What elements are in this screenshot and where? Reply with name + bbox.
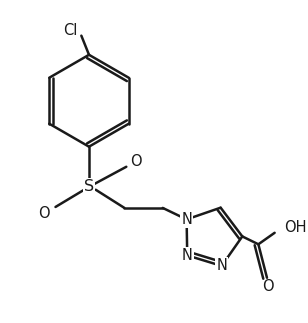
Text: Cl: Cl — [63, 23, 77, 38]
Text: N: N — [181, 212, 192, 227]
Text: N: N — [182, 248, 193, 263]
Text: OH: OH — [284, 220, 307, 234]
Text: O: O — [262, 279, 274, 294]
Text: S: S — [84, 179, 94, 194]
Text: N: N — [216, 258, 227, 273]
Text: O: O — [130, 153, 142, 169]
Text: O: O — [38, 206, 50, 221]
